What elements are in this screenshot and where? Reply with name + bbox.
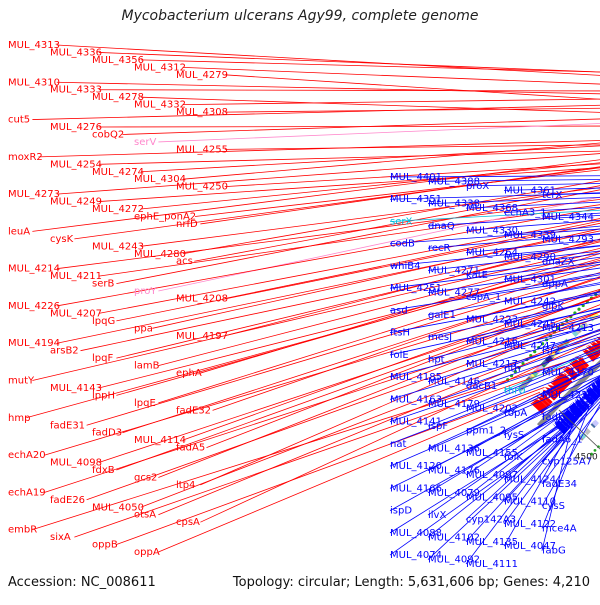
gene-label: hpt	[428, 354, 445, 365]
gene-label: topA	[504, 408, 527, 419]
gene-label: ispF	[428, 421, 448, 432]
gene-label: ppm1_2	[466, 426, 506, 437]
gene-label: MUL_4250	[176, 182, 228, 193]
gc-skew-dot	[577, 308, 580, 311]
gene-label: lsr2	[542, 345, 560, 356]
gene-label: cspA_1	[466, 292, 501, 303]
gene-label: fadD3	[92, 428, 122, 439]
gene-label: echA3_1	[504, 208, 547, 219]
gene-label: MUL_4208	[176, 294, 228, 305]
gene-label: whiB4	[390, 261, 421, 272]
gene-label: folE	[390, 350, 409, 361]
gene-label: codB	[390, 239, 415, 250]
gene-label: lpqE	[134, 398, 156, 409]
gene-label: fadE31	[50, 420, 85, 431]
leader-line	[225, 104, 600, 112]
gene-label: folK	[504, 452, 523, 463]
gene-label: arsB2	[50, 346, 79, 357]
gene-label: cut5	[8, 115, 30, 126]
gene-label: echA20	[8, 450, 46, 461]
gene-label: fadE26	[50, 495, 85, 506]
gene-label: serV	[134, 137, 156, 148]
gene-label: fadA6_1	[542, 434, 583, 445]
gene-label: ftsH	[390, 328, 410, 339]
gene-label: ppa	[134, 323, 153, 334]
leader-line	[99, 90, 600, 92]
gene-label: asd	[390, 305, 408, 316]
gene-label: fadE32	[176, 405, 211, 416]
gene-label: cysK	[50, 234, 74, 245]
gene-label: MUL_4308	[176, 107, 228, 118]
leader-line	[158, 333, 600, 514]
leader-line	[141, 130, 600, 209]
gene-label: moxR2	[8, 152, 43, 163]
gene-label: MUL_4170	[542, 368, 594, 379]
gene-label: tcrX	[542, 190, 563, 201]
topology-summary: Topology: circular; Length: 5,631,606 bp…	[233, 575, 590, 590]
gene-label: lamB	[134, 361, 160, 372]
gene-label: cpsA	[176, 517, 200, 528]
gene-label: dnaZX	[542, 257, 575, 268]
gene-label: ilvX	[428, 510, 446, 521]
gene-label: ephA	[176, 368, 202, 379]
gene-label: lpqF	[92, 353, 113, 364]
gene-label: glpK	[542, 301, 564, 312]
gene-label: MUL_4293	[542, 234, 594, 245]
gene-label: nth	[504, 363, 521, 374]
gene-label: nrfD	[176, 219, 198, 230]
gene-label: proX	[466, 181, 489, 192]
gene-label: nat	[390, 439, 406, 450]
genome-title: Mycobacterium ulcerans Agy99, complete g…	[0, 8, 600, 24]
gene-label: MUL_4213	[542, 323, 594, 334]
gene-label: cysS	[542, 501, 565, 512]
gene-label: fadA5	[176, 443, 205, 454]
gene-label: dppA	[542, 279, 568, 290]
gene-label: otsA	[134, 510, 156, 521]
gene-label: MUL_4255	[176, 144, 228, 155]
gene-label: lpqG	[92, 316, 115, 327]
gene-label: embR	[8, 525, 37, 536]
gene-label: dnaQ	[428, 221, 455, 232]
gene-label: MUL_4279	[176, 70, 228, 81]
gene-label: echA19	[8, 487, 46, 498]
gene-label: gcs2	[134, 472, 157, 483]
gene-label: fadE34	[542, 479, 577, 490]
gene-label: lysS	[504, 430, 524, 441]
gene-label: cobQ2	[92, 129, 124, 140]
gene-label: dacB1	[466, 381, 497, 392]
gene-label: hmp	[8, 413, 30, 424]
gene-label: oppB	[92, 540, 118, 551]
gene-label: lppH	[92, 390, 115, 401]
gene-label: MUL_4228	[542, 390, 594, 401]
gene-label: leuA	[8, 226, 30, 237]
gene-label: galE1	[428, 310, 456, 321]
gene-label: serX	[390, 216, 412, 227]
gene-label: fadE30	[542, 412, 577, 423]
accession-text: Accession: NC_008611	[8, 575, 156, 590]
gene-label: proY	[134, 286, 157, 297]
leader-line	[99, 143, 600, 164]
gene-label: MUL_4344	[542, 212, 594, 223]
gene-label: MUL_4197	[176, 331, 228, 342]
gene-label: ltp4	[176, 480, 195, 491]
gene-label: recR	[428, 243, 451, 254]
gene-label: fdxB	[92, 465, 115, 476]
gene-label: sixA	[50, 532, 71, 543]
gene-label: serB	[92, 279, 114, 290]
gene-label: acs	[176, 256, 193, 267]
gene-label: oppA	[134, 547, 160, 558]
gene-label: mutY	[8, 376, 35, 387]
gene-label: mce4A	[542, 523, 577, 534]
gene-label: thrU	[504, 386, 526, 397]
gene-label: katE	[466, 270, 488, 281]
kbp-tick-label: 4500 kbp	[575, 452, 600, 462]
gene-label: mesJ	[428, 332, 452, 343]
gene-label: ispD	[390, 506, 412, 517]
gene-label: fabG	[542, 546, 566, 557]
gene-label: MUL_4111	[466, 559, 518, 570]
gene-labels: MUL_4313MUL_4336MUL_4356MUL_4312MUL_4279…	[8, 40, 594, 570]
